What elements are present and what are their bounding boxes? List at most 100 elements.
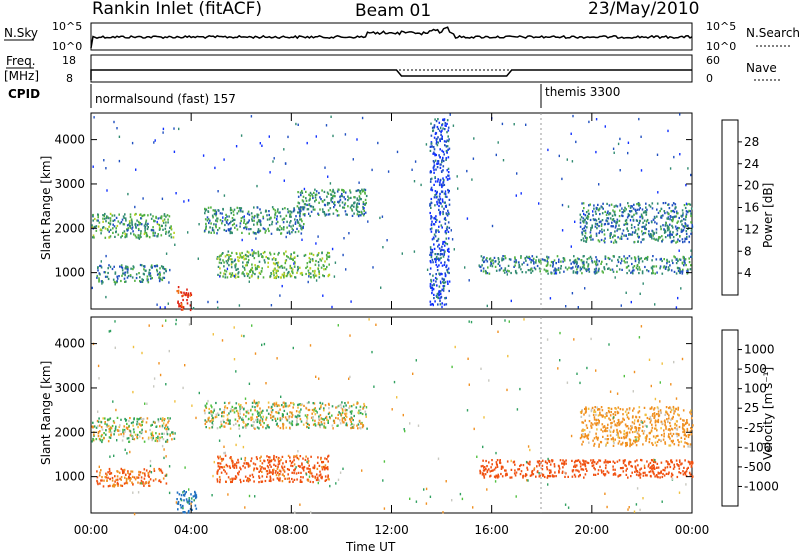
velocity-echoes-cell xyxy=(579,462,582,465)
velocity-echoes-cell xyxy=(573,465,575,468)
power-echoes-cell xyxy=(523,261,525,264)
power-echoes-cell xyxy=(535,259,537,262)
velocity-echoes-cell xyxy=(291,411,293,414)
power-echoes-cell xyxy=(329,189,331,192)
velocity-echoes-cell xyxy=(688,423,690,426)
velocity-echoes-cell xyxy=(593,437,596,440)
power-echoes-cell xyxy=(271,220,274,223)
power-echoes-cell xyxy=(533,266,536,269)
power-echoes-cell xyxy=(123,216,125,219)
power-echoes-cell xyxy=(676,221,678,224)
power-echoes-cell xyxy=(431,292,433,295)
power-echoes-cell xyxy=(262,251,265,255)
power-echoes-cell xyxy=(667,234,669,237)
power-echoes-cell xyxy=(656,208,658,211)
power-echoes-cell xyxy=(437,118,439,121)
velocity-echoes-cell xyxy=(671,428,674,431)
power-echoes-cell xyxy=(436,144,439,147)
velocity-echoes-cell xyxy=(279,426,282,430)
velocity-echoes-cell xyxy=(576,464,578,467)
power-echoes-cell xyxy=(586,236,588,240)
power-echoes-cell xyxy=(525,255,528,258)
power-echoes-cell xyxy=(166,214,169,217)
velocity-echoes-cell xyxy=(601,423,604,426)
power-echoes-cell xyxy=(247,261,249,264)
velocity-echoes-cell xyxy=(614,468,616,471)
velocity-echoes-cell xyxy=(157,418,160,421)
velocity-echoes-cell xyxy=(685,470,688,473)
power-echoes-cell xyxy=(677,267,679,270)
velocity-echoes-cell xyxy=(305,455,307,458)
velocity-echoes-cell xyxy=(286,404,288,407)
power-echoes-cell xyxy=(499,268,501,271)
power-echoes-cell xyxy=(602,202,604,205)
power-echoes-cell xyxy=(257,229,260,232)
velocity-echoes-cell xyxy=(291,477,293,481)
power-echoes-cell xyxy=(681,270,684,273)
velocity-echoes-cell xyxy=(622,413,624,416)
power-echoes-cell xyxy=(291,227,294,230)
power-echoes-cell xyxy=(143,224,146,227)
velocity-echoes-cell xyxy=(108,427,111,431)
velocity-echoes-cell xyxy=(691,428,693,431)
power-echoes-cell xyxy=(153,234,156,237)
power-echoes-cell xyxy=(447,140,450,143)
power-echoes-cell xyxy=(253,252,255,255)
power-echoes-cell xyxy=(218,255,221,258)
velocity-echoes-cell xyxy=(243,421,245,424)
velocity-echoes-cell xyxy=(595,432,597,435)
velocity-echoes-cell xyxy=(168,419,170,422)
velocity-echoes-cell xyxy=(609,418,612,421)
power-echoes-cell xyxy=(676,212,678,215)
power-echoes-cell xyxy=(513,265,515,268)
power-echoes-cell xyxy=(243,219,246,222)
power-echoes-cell xyxy=(438,154,440,157)
velocity-echoes-cell xyxy=(625,444,627,448)
power-echoes-cell xyxy=(628,214,631,217)
power-echoes-cell xyxy=(559,271,561,274)
velocity-echoes-cell xyxy=(649,415,652,419)
velocity-echoes-cell xyxy=(686,421,689,424)
velocity-echoes-cell xyxy=(212,411,214,414)
power-echoes-cell xyxy=(256,213,258,216)
power-echoes-cell xyxy=(139,276,141,279)
velocity-echoes-cell xyxy=(137,422,140,425)
velocity-echoes-cell xyxy=(223,421,225,424)
velocity-echoes-cell xyxy=(661,475,664,479)
power-echoes-scatter xyxy=(173,127,175,130)
velocity-echoes-cell xyxy=(194,494,196,497)
power-echoes-cell xyxy=(256,223,259,226)
velocity-echoes-cell xyxy=(682,428,684,431)
power-echoes-cell xyxy=(443,240,446,243)
velocity-echoes-cell xyxy=(662,438,665,441)
power-echoes-scatter xyxy=(304,203,307,206)
velocity-echoes-cell xyxy=(286,477,289,480)
power-echoes-scatter xyxy=(575,140,577,144)
power-echoes-cell xyxy=(253,206,255,209)
power-echoes-cell xyxy=(434,176,436,179)
power-echoes-cell xyxy=(669,264,671,267)
velocity-echoes-cell xyxy=(596,461,599,464)
power-echoes-cell xyxy=(637,223,640,227)
power-echoes-cell xyxy=(665,265,667,268)
power-echoes-cell xyxy=(109,217,112,220)
power-echoes-cell xyxy=(165,221,167,224)
power-echoes-cell xyxy=(641,233,644,236)
velocity-echoes-cell xyxy=(352,403,355,406)
velocity-echoes-cell xyxy=(206,402,208,405)
power-echoes-cell xyxy=(247,251,250,254)
velocity-echoes-cell xyxy=(205,405,207,408)
power-echoes-cell xyxy=(530,261,532,264)
velocity-echoes-cell xyxy=(137,418,140,421)
velocity-echoes-cell xyxy=(630,464,632,468)
velocity-echoes-cell xyxy=(272,470,274,473)
power-echoes-cell xyxy=(149,274,151,277)
velocity-echoes-cell xyxy=(228,420,231,423)
velocity-echoes-cell xyxy=(139,417,141,420)
power-echoes-cell xyxy=(611,218,614,221)
power-echoes-cell xyxy=(107,216,109,219)
power-echoes-cell xyxy=(162,221,165,224)
power-echoes-cell xyxy=(611,214,614,217)
power-echoes-scatter xyxy=(248,280,250,283)
velocity-echoes-cell xyxy=(654,461,657,464)
